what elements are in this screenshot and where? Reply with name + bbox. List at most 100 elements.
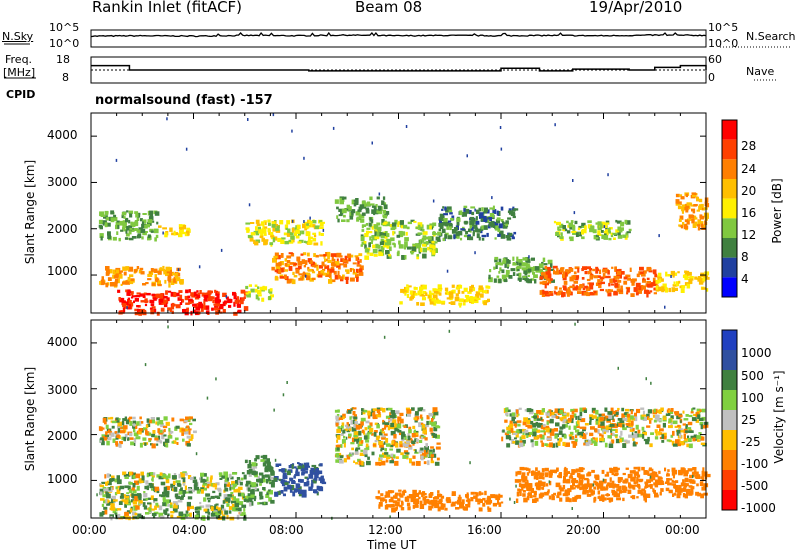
velocity-tick-neg1000: -1000: [741, 501, 776, 515]
velocity-echo-7-444: [505, 412, 509, 416]
power-echo-3-75: [153, 308, 157, 313]
velocity-echo-6-229: [547, 489, 550, 493]
power-echo-15-57: [680, 196, 685, 200]
velocity-echo-6-208: [518, 489, 522, 493]
velocity-echo-0-109: [171, 417, 175, 422]
velocity-echo-7-309: [668, 413, 671, 416]
velocity-echo-6-306: [576, 494, 582, 499]
velocity-echo-4-216: [381, 435, 386, 438]
power-echo-11-18: [512, 256, 515, 261]
power-echo-2-15: [105, 266, 110, 271]
power-echo-6-125: [334, 261, 340, 266]
velocity-echo-1-75: [183, 513, 188, 517]
velocity-echo-1-227: [158, 512, 164, 518]
velocity-echo-7-166: [561, 416, 567, 419]
power-echo-8-106: [385, 221, 391, 227]
velocity-echo-4-64: [334, 409, 340, 413]
power-echo-8-84: [386, 245, 390, 249]
power-echo-15-66: [678, 224, 681, 227]
power-echo-8-176: [381, 249, 384, 253]
power-echo-10-157: [438, 228, 441, 232]
velocity-echo-8-84: [664, 481, 670, 484]
power-echo-13-78: [597, 225, 600, 228]
power-echo-3-63: [210, 296, 215, 300]
nsky-series-line: [90, 31, 707, 38]
velocity-echo-0-16: [102, 427, 105, 430]
power-echo-5-77: [284, 224, 289, 230]
velocity-echo-3-14: [305, 470, 308, 474]
power-echo-11-40: [547, 260, 552, 263]
velocity-echo-3-109: [291, 464, 294, 469]
power-echo-2-101: [129, 274, 134, 278]
power-echo-2-76: [118, 274, 123, 279]
velocity-echo-4-393: [378, 411, 381, 415]
power-echo-10-176: [476, 228, 481, 233]
power-echo-3-103: [156, 311, 160, 316]
velocity-echo-7-194: [582, 429, 586, 432]
velocity-echo-4-91: [418, 422, 423, 428]
velocity-echo-6-279: [580, 469, 583, 473]
velocity-echo-5-24: [389, 504, 395, 508]
power-echo-7-25: [383, 204, 388, 210]
power-echo-14-64: [657, 286, 662, 292]
power-echo-15-43: [688, 214, 694, 219]
velocity-echo-5-157: [384, 494, 387, 498]
velocity-echo-1-447: [116, 508, 122, 511]
power-echo-3-159: [224, 300, 229, 303]
velocity-echo-4-215: [365, 439, 370, 443]
velocity-echo-7-90: [647, 409, 652, 414]
velocity-echo-1-224: [162, 496, 166, 501]
power-echo-9-48: [416, 302, 420, 306]
power-echo-7-82: [378, 205, 382, 211]
velocity-echo-3-101: [303, 482, 309, 487]
velocity-echo-1-33: [168, 473, 171, 479]
power-echo-9-78: [440, 300, 446, 304]
power-echo-3-26: [136, 292, 141, 295]
velocity-echo-7-357: [621, 407, 625, 412]
velocity-echo-5-167: [413, 500, 416, 505]
power-echo-0-51: [121, 214, 125, 219]
power-echo-5-37: [245, 222, 251, 225]
velocity-echo-5-76: [481, 492, 484, 495]
velocity-echo-0-17: [150, 443, 153, 446]
velocity-echo-6-196: [584, 483, 589, 488]
power-echo-5-93: [273, 236, 278, 241]
velocity-echo-1-274: [155, 502, 159, 507]
power-echo-8-76: [433, 248, 438, 253]
velocity-echo-0-172: [122, 418, 127, 421]
power-echo-12-211: [638, 285, 642, 290]
velocity-echo-5-161: [423, 500, 427, 506]
velocity-echo-0-14: [139, 416, 142, 420]
velocity-echo-3-23: [288, 465, 292, 469]
power-echo-3-95: [196, 290, 199, 293]
velocity-echo-4-26: [360, 449, 365, 452]
power-echo-8-32: [389, 224, 394, 227]
power-echo-9-105: [437, 284, 442, 289]
velocity-echo-1-37: [144, 485, 149, 490]
power-echo-9-92: [444, 287, 449, 292]
velocity-echo-1-282: [210, 475, 213, 480]
power-echo-9-47: [430, 292, 435, 296]
velocity-echo-8-12: [671, 479, 674, 483]
velocity-echo-6-301: [611, 489, 616, 493]
power-echo-2-100: [162, 265, 165, 269]
xlabel: Time UT: [367, 538, 417, 552]
velocity-echo-5-137: [484, 490, 487, 496]
velocity-echo-7-374: [549, 442, 553, 448]
power-echo-11-58: [501, 269, 505, 274]
power-echo-10-162: [488, 221, 492, 227]
power-speckle-34: [528, 255, 530, 259]
velocity-echo-1-117: [185, 510, 189, 514]
velocity-echo-6-211: [645, 493, 651, 498]
power-echo-13-100: [572, 224, 576, 230]
power-echo-10-70: [450, 223, 453, 228]
velocity-echo-7-298: [656, 410, 661, 413]
power-echo-12-210: [636, 273, 640, 278]
velocity-speckle-8: [383, 335, 386, 339]
velocity-echo-0-168: [118, 418, 121, 421]
power-echo-3-109: [152, 297, 158, 300]
power-echo-12-226: [572, 275, 576, 280]
power-echo-3-165: [203, 300, 206, 306]
power-speckle-6: [572, 179, 574, 182]
velocity-tick-neg500: -500: [741, 479, 769, 493]
